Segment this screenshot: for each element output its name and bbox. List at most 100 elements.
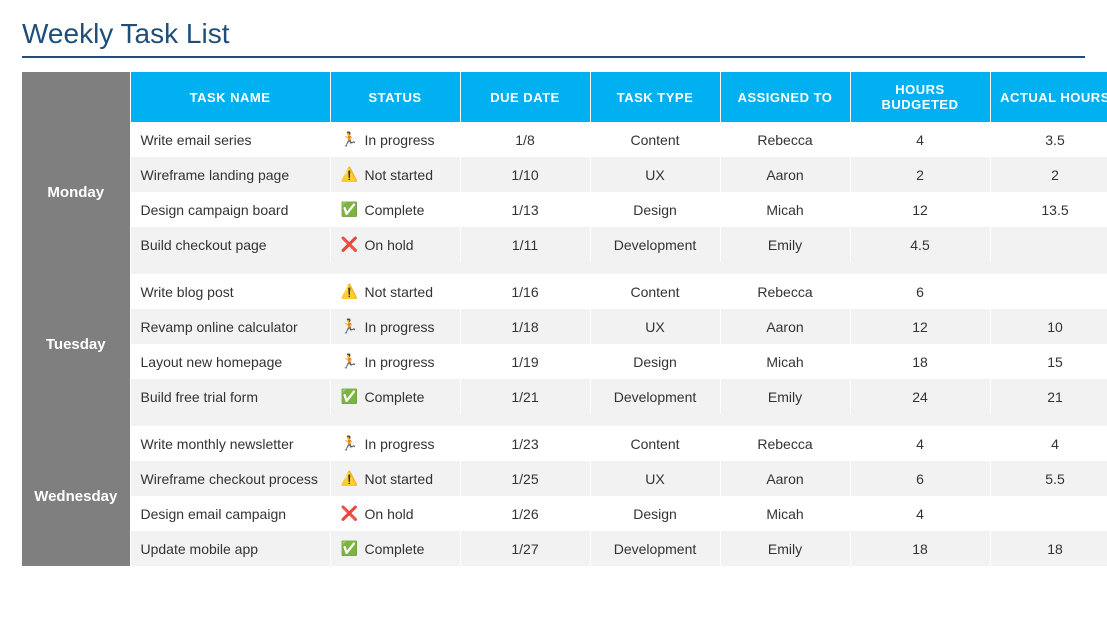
task-type-cell: Design <box>590 496 720 531</box>
due-date-cell: 1/25 <box>460 461 590 496</box>
due-date-cell: 1/10 <box>460 157 590 192</box>
status-icon: 🏃 <box>341 318 359 335</box>
task-type-cell: Content <box>590 274 720 309</box>
table-row: Build free trial form✅Complete1/21Develo… <box>22 379 1107 414</box>
status-icon: 🏃 <box>341 353 359 370</box>
task-type-cell: UX <box>590 309 720 344</box>
header-day <box>22 72 130 122</box>
spacer-day <box>22 262 130 274</box>
hours-budgeted-cell: 4 <box>850 426 990 461</box>
task-type-cell: UX <box>590 157 720 192</box>
table-row: Wireframe checkout process⚠️Not started1… <box>22 461 1107 496</box>
status-cell: ✅Complete <box>330 531 460 566</box>
table-row: Layout new homepage🏃In progress1/19Desig… <box>22 344 1107 379</box>
spacer-row <box>22 262 1107 274</box>
status-icon: ⚠️ <box>341 283 359 300</box>
status-label: Not started <box>365 284 433 300</box>
actual-hours-cell: 15 <box>990 344 1107 379</box>
task-type-cell: Development <box>590 531 720 566</box>
assigned-to-cell: Rebecca <box>720 122 850 157</box>
due-date-cell: 1/16 <box>460 274 590 309</box>
header-assigned-to: ASSIGNED TO <box>720 72 850 122</box>
actual-hours-cell <box>990 227 1107 262</box>
spacer-cell <box>130 414 1107 426</box>
actual-hours-cell: 18 <box>990 531 1107 566</box>
status-label: Not started <box>365 167 433 183</box>
status-cell: ✅Complete <box>330 379 460 414</box>
due-date-cell: 1/8 <box>460 122 590 157</box>
due-date-cell: 1/13 <box>460 192 590 227</box>
task-type-cell: Development <box>590 227 720 262</box>
status-icon: ❌ <box>341 236 359 253</box>
spacer-day <box>22 414 130 426</box>
status-label: On hold <box>365 506 414 522</box>
page-title: Weekly Task List <box>22 18 1085 50</box>
hours-budgeted-cell: 18 <box>850 344 990 379</box>
task-name-cell: Build checkout page <box>130 227 330 262</box>
hours-budgeted-cell: 4.5 <box>850 227 990 262</box>
status-cell: ✅ Complete <box>330 192 460 227</box>
assigned-to-cell: Micah <box>720 496 850 531</box>
status-cell: 🏃 In progress <box>330 309 460 344</box>
status-cell: ⚠️Not started <box>330 157 460 192</box>
task-name-cell: Design campaign board <box>130 192 330 227</box>
assigned-to-cell: Aaron <box>720 461 850 496</box>
actual-hours-cell: 13.5 <box>990 192 1107 227</box>
task-name-cell: Write blog post <box>130 274 330 309</box>
status-icon: ⚠️ <box>341 470 359 487</box>
due-date-cell: 1/21 <box>460 379 590 414</box>
actual-hours-cell: 2 <box>990 157 1107 192</box>
title-rule <box>22 56 1085 58</box>
status-label: In progress <box>365 354 435 370</box>
status-icon: ✅ <box>341 201 359 218</box>
task-name-cell: Write email series <box>130 122 330 157</box>
actual-hours-cell: 4 <box>990 426 1107 461</box>
hours-budgeted-cell: 2 <box>850 157 990 192</box>
day-cell: Tuesday <box>22 274 130 414</box>
status-icon: ✅ <box>341 540 359 557</box>
hours-budgeted-cell: 6 <box>850 274 990 309</box>
status-cell: ❌ On hold <box>330 227 460 262</box>
day-cell: Wednesday <box>22 426 130 566</box>
status-cell: ❌On hold <box>330 496 460 531</box>
assigned-to-cell: Micah <box>720 344 850 379</box>
header-actual-hours: ACTUAL HOURS <box>990 72 1107 122</box>
table-row: Update mobile app✅Complete1/27Developmen… <box>22 531 1107 566</box>
status-cell: ⚠️ Not started <box>330 274 460 309</box>
table-row: Wireframe landing page⚠️Not started1/10U… <box>22 157 1107 192</box>
status-icon: ✅ <box>341 388 359 405</box>
task-type-cell: Development <box>590 379 720 414</box>
assigned-to-cell: Aaron <box>720 309 850 344</box>
assigned-to-cell: Rebecca <box>720 426 850 461</box>
hours-budgeted-cell: 12 <box>850 192 990 227</box>
status-cell: 🏃In progress <box>330 122 460 157</box>
header-row: TASK NAME STATUS DUE DATE TASK TYPE ASSI… <box>22 72 1107 122</box>
status-label: In progress <box>365 319 435 335</box>
actual-hours-cell: 10 <box>990 309 1107 344</box>
header-hours-budgeted: HOURS BUDGETED <box>850 72 990 122</box>
hours-budgeted-cell: 24 <box>850 379 990 414</box>
status-label: Complete <box>365 202 425 218</box>
assigned-to-cell: Emily <box>720 379 850 414</box>
table-row: WednesdayWrite monthly newsletter🏃In pro… <box>22 426 1107 461</box>
due-date-cell: 1/11 <box>460 227 590 262</box>
actual-hours-cell <box>990 496 1107 531</box>
hours-budgeted-cell: 6 <box>850 461 990 496</box>
hours-budgeted-cell: 12 <box>850 309 990 344</box>
status-cell: ⚠️Not started <box>330 461 460 496</box>
task-name-cell: Write monthly newsletter <box>130 426 330 461</box>
table-row: MondayWrite email series🏃In progress1/8C… <box>22 122 1107 157</box>
status-label: On hold <box>365 237 414 253</box>
table-row: TuesdayWrite blog post⚠️Not started1/16C… <box>22 274 1107 309</box>
status-cell: 🏃 In progress <box>330 344 460 379</box>
header-task-name: TASK NAME <box>130 72 330 122</box>
due-date-cell: 1/23 <box>460 426 590 461</box>
task-name-cell: Revamp online calculator <box>130 309 330 344</box>
header-task-type: TASK TYPE <box>590 72 720 122</box>
table-row: Revamp online calculator🏃In progress1/18… <box>22 309 1107 344</box>
actual-hours-cell: 21 <box>990 379 1107 414</box>
task-type-cell: UX <box>590 461 720 496</box>
spacer-cell <box>130 262 1107 274</box>
task-table: TASK NAME STATUS DUE DATE TASK TYPE ASSI… <box>22 72 1107 566</box>
status-label: In progress <box>365 436 435 452</box>
